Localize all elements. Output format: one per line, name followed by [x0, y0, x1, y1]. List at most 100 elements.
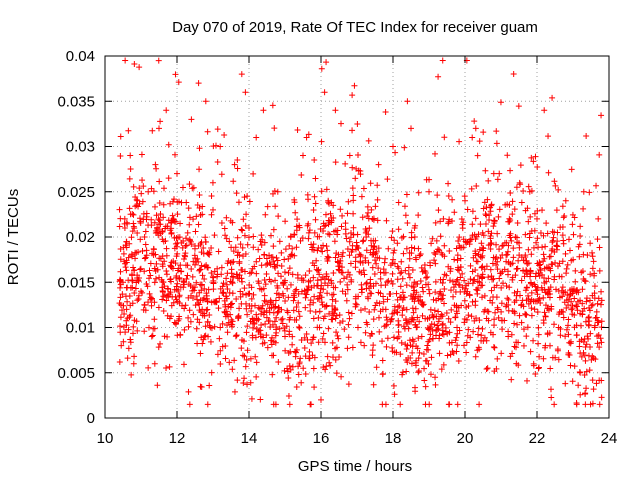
data-point — [326, 231, 333, 238]
data-point — [345, 309, 352, 316]
data-point — [474, 331, 481, 338]
data-point — [527, 348, 534, 355]
data-point — [497, 255, 504, 262]
data-point — [266, 317, 273, 324]
data-point — [281, 269, 288, 276]
data-point — [323, 186, 330, 193]
data-point — [118, 307, 125, 314]
data-point — [337, 206, 344, 213]
data-point — [379, 338, 386, 345]
data-point — [313, 266, 320, 273]
data-point — [289, 245, 296, 252]
data-point — [525, 183, 532, 190]
data-point — [432, 219, 439, 226]
data-point — [499, 243, 506, 250]
data-point — [447, 277, 453, 284]
data-point — [339, 288, 346, 295]
data-point — [148, 302, 155, 309]
data-point — [223, 214, 230, 221]
data-point — [383, 322, 390, 329]
data-point — [323, 243, 330, 250]
data-point — [535, 270, 542, 277]
data-point — [432, 260, 439, 267]
data-point — [351, 82, 358, 89]
data-point — [550, 234, 557, 241]
data-point — [456, 267, 463, 274]
data-point — [338, 120, 345, 127]
data-point — [349, 92, 356, 99]
data-point — [505, 296, 512, 303]
data-point — [512, 234, 519, 240]
data-point — [475, 231, 482, 238]
data-point — [310, 365, 317, 372]
data-point — [310, 315, 317, 322]
data-point — [243, 211, 250, 218]
data-point — [368, 330, 375, 337]
data-point — [263, 255, 270, 262]
data-point — [458, 244, 465, 251]
data-point — [153, 165, 160, 172]
data-point — [253, 373, 260, 380]
data-point — [579, 308, 586, 315]
data-point — [299, 235, 306, 242]
data-point — [464, 206, 471, 213]
data-point — [491, 316, 498, 323]
data-point — [306, 355, 313, 362]
data-point — [504, 268, 511, 275]
data-point — [585, 314, 592, 321]
data-point — [214, 351, 221, 358]
data-point — [216, 335, 223, 342]
data-point — [518, 277, 525, 284]
data-point — [182, 242, 189, 249]
data-point — [169, 293, 176, 300]
data-point — [420, 351, 427, 358]
data-point — [164, 292, 171, 299]
data-point — [225, 303, 232, 310]
data-point — [163, 107, 170, 114]
data-point — [404, 342, 411, 349]
data-point — [532, 371, 539, 378]
data-point — [199, 306, 206, 313]
data-point — [325, 276, 332, 283]
data-point — [286, 242, 293, 249]
data-point — [432, 278, 439, 285]
data-point — [552, 182, 559, 189]
data-point — [459, 284, 466, 291]
data-point — [551, 401, 558, 408]
data-point — [341, 326, 348, 333]
data-point — [182, 302, 189, 309]
data-point — [275, 270, 282, 277]
data-point — [453, 334, 460, 341]
x-axis-label: GPS time / hours — [298, 458, 412, 475]
data-point — [441, 242, 448, 249]
data-point — [304, 191, 311, 198]
data-point — [391, 247, 398, 254]
data-point — [585, 322, 592, 329]
data-point — [415, 245, 422, 252]
data-point — [439, 320, 446, 327]
data-point — [354, 243, 360, 250]
data-point — [302, 353, 309, 360]
data-point — [446, 248, 453, 255]
data-point — [509, 198, 516, 205]
data-point — [237, 288, 244, 295]
data-point — [200, 245, 207, 252]
data-point — [142, 241, 149, 248]
data-point — [117, 153, 124, 160]
data-point — [221, 225, 228, 232]
data-point — [514, 321, 521, 328]
data-point — [505, 307, 512, 314]
data-point — [239, 227, 246, 234]
data-point — [129, 300, 136, 307]
data-point — [325, 325, 332, 332]
data-point — [429, 235, 436, 242]
data-point — [127, 166, 134, 173]
data-point — [544, 331, 551, 338]
data-point — [496, 206, 503, 213]
data-point — [412, 280, 419, 287]
data-point — [411, 234, 418, 240]
data-point — [525, 292, 532, 299]
data-point — [439, 295, 446, 302]
data-point — [191, 287, 198, 294]
